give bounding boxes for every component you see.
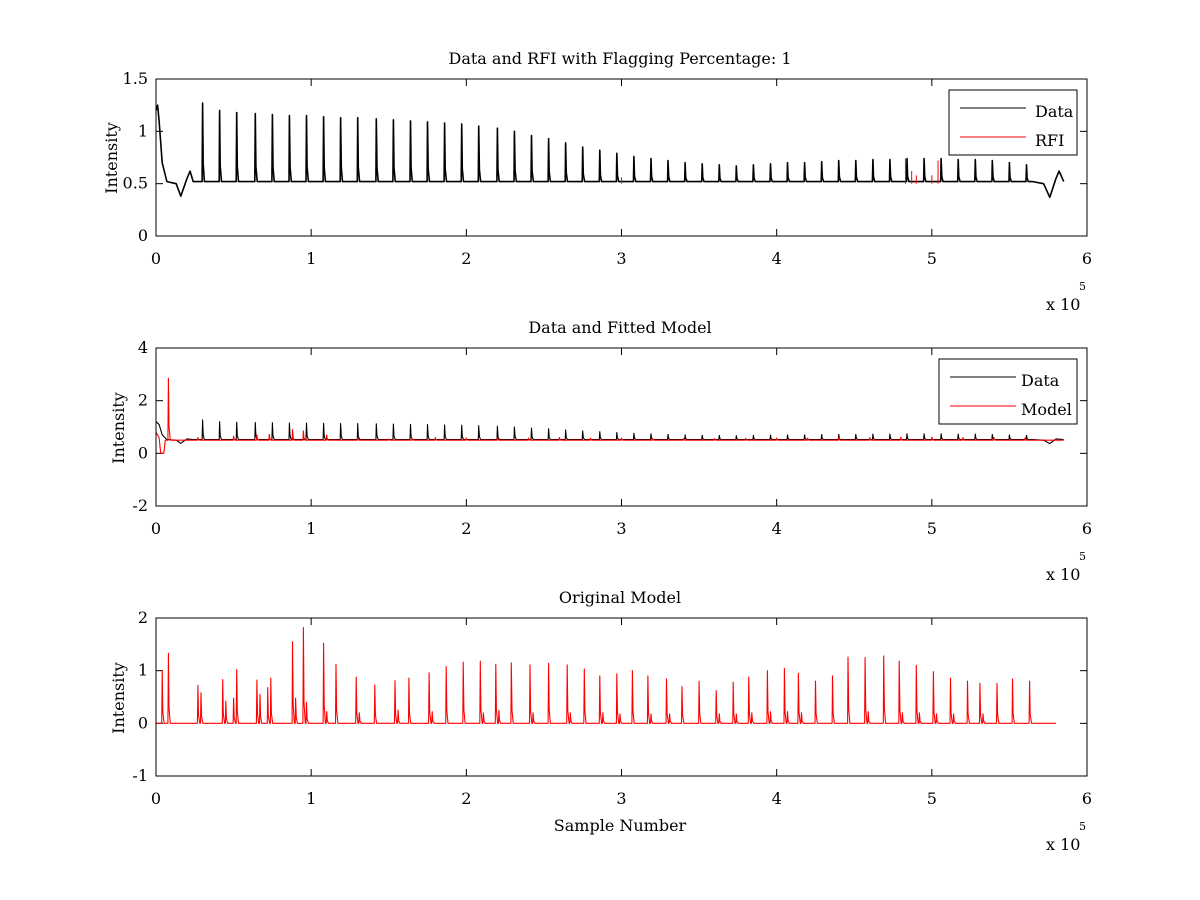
panel-1-xtick-label: 2 [461,249,471,268]
panel-2-series-data [155,419,1064,445]
panel-2-xtick-label: 3 [616,519,626,538]
panel-3-ylabel: Intensity [109,662,128,734]
panel-2-xtick-label: 5 [927,519,937,538]
panel-3-xtick-label: 2 [461,789,471,808]
panel-2-legend-label-data: Data [1021,371,1060,390]
panel-2-xtick-label: 4 [772,519,782,538]
panel-1-ytick-label: 0.5 [123,174,148,193]
panel-1-series-layer [155,102,1065,199]
panel-3-series-model [156,626,1056,724]
panel-3-ytick-label: 1 [138,661,148,680]
panel-1-xtick-label: 0 [151,249,161,268]
panel-2-ytick-label: 2 [138,391,148,410]
panel-2-series-model [155,377,1064,454]
panel-2-series-layer [155,377,1064,454]
panel-1-xtick-label: 1 [306,249,316,268]
panel-3-axes-box [155,617,1088,777]
panel-3-xtick-label: 5 [927,789,937,808]
panel-1-xtick-label: 5 [927,249,937,268]
panel-1-xtick-label: 3 [616,249,626,268]
panel-2: Data and Fitted Model Intensity 0 1 2 3 4 5 6 -… [109,318,1092,584]
panel-1-xtick-label: 6 [1082,249,1092,268]
panel-3-title: Original Model [559,588,681,607]
panel-2-legend-box [938,358,1078,425]
panel-3-xtick-label: 4 [772,789,782,808]
panel-2-x-multiplier: x 10 [1046,565,1080,584]
panel-1-legend-box [948,89,1078,156]
panel-1-title: Data and RFI with Flagging Percentage: 1 [448,49,791,68]
panel-2-xtick-label: 6 [1082,519,1092,538]
panel-2-ytick-label: -2 [132,496,148,515]
panel-1-legend: Data RFI [948,89,1078,156]
panel-2-xtick-label: 2 [461,519,471,538]
panel-3-series-layer [156,626,1056,724]
panel-2-xtick-label: 1 [306,519,316,538]
panel-1-axes-box [155,78,1088,237]
panel-3-ytick-label: 2 [138,608,148,627]
panel-2-legend: Data Model [938,358,1078,425]
panel-1-xtick-label: 4 [772,249,782,268]
panel-3-xlabel: Sample Number [554,816,687,835]
panel-2-title: Data and Fitted Model [528,318,711,337]
panel-1: Data and RFI with Flagging Percentage: 1… [102,49,1092,314]
panel-1-ytick-label: 1.5 [123,69,148,88]
panel-3-x-multiplier-exponent: 5 [1079,820,1086,833]
panel-1-x-multiplier: x 10 [1046,295,1080,314]
panel-2-ytick-label: 0 [138,443,148,462]
panel-3-xtick-label: 3 [616,789,626,808]
panel-2-axes-box [155,347,1088,507]
panel-3-xtick-label: 1 [306,789,316,808]
panel-3-ytick-label: 0 [138,713,148,732]
panel-1-ytick-label: 1 [138,121,148,140]
panel-1-legend-label-data: Data [1035,102,1074,121]
panel-1-series-data [155,102,1065,199]
panel-2-x-multiplier-exponent: 5 [1079,550,1086,563]
panel-1-series-rfi [621,158,939,184]
panel-2-ylabel: Intensity [109,392,128,464]
panel-2-ytick-label: 4 [138,338,148,357]
panel-1-legend-label-rfi: RFI [1035,131,1064,150]
panel-2-xtick-label: 0 [151,519,161,538]
panel-1-ylabel: Intensity [102,122,121,194]
panel-3-x-multiplier: x 10 [1046,835,1080,854]
panel-3-xtick-label: 6 [1082,789,1092,808]
panel-2-legend-label-model: Model [1021,400,1072,419]
panel-3-ytick-label: -1 [132,766,148,785]
panel-1-x-multiplier-exponent: 5 [1079,280,1086,293]
panel-3-xtick-label: 0 [151,789,161,808]
panel-1-ytick-label: 0 [138,226,148,245]
